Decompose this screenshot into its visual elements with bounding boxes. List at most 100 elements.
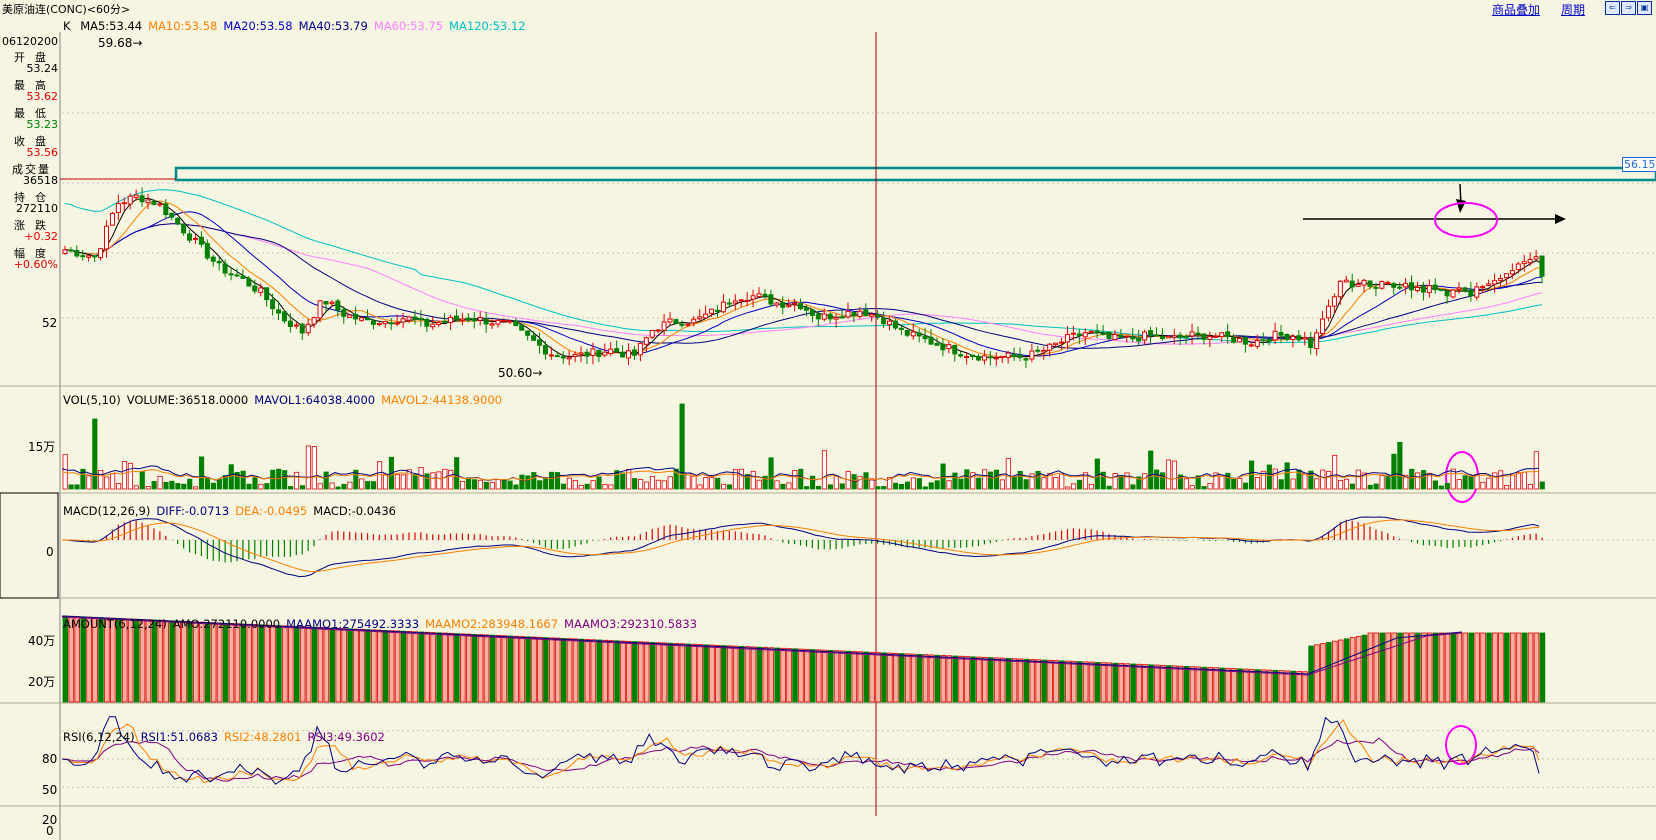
candle-body [940, 343, 946, 351]
candle-body [631, 349, 637, 356]
overlay-button[interactable]: 商品叠加 [1492, 3, 1541, 17]
amount-bar [406, 631, 413, 703]
amount-bar [673, 643, 680, 703]
rsi-legend: RSI(6,12,24) RSI1:51.0683 RSI2:48.2801 RSI3… [63, 730, 391, 744]
amount-bar [1450, 632, 1457, 703]
candle-body [596, 349, 602, 357]
amount-bar [460, 633, 466, 703]
candle-body [946, 344, 952, 350]
volume-bar [1005, 458, 1011, 490]
resistance-box [174, 166, 1656, 182]
volume-legend-item: VOL(5,10) [63, 393, 121, 407]
candle-body [1248, 344, 1254, 347]
volume-bar [424, 473, 430, 490]
amount-bar [993, 657, 1000, 703]
candle-body [892, 320, 898, 329]
amount-bar [1231, 668, 1237, 703]
candle-body [329, 301, 335, 305]
candle-body [382, 321, 388, 325]
high-price-label: 59.68→ [98, 36, 143, 50]
volume-bar [537, 480, 543, 490]
volume-bar [115, 483, 122, 490]
volume-bar [193, 486, 199, 490]
volume-bar [181, 483, 187, 490]
amount-bar [750, 646, 757, 703]
arrow-left-icon[interactable]: ⇐ [1605, 1, 1620, 15]
candle-body [1331, 296, 1337, 307]
candle-body [1130, 336, 1136, 340]
candle-body [204, 243, 210, 259]
volume-bar [827, 484, 833, 490]
candle-body [975, 355, 981, 361]
amount-bar [578, 638, 585, 703]
candle-body [1082, 332, 1088, 338]
candle-body [1183, 335, 1189, 338]
volume-bar [549, 471, 555, 490]
amount-bar [726, 645, 733, 703]
volume-bar [1320, 469, 1326, 490]
period-button[interactable]: 周期 [1561, 3, 1586, 17]
candle-body [317, 300, 323, 319]
volume-bar [1314, 478, 1320, 490]
amount-bar [798, 648, 804, 703]
amount-bar [1314, 644, 1320, 703]
volume-bar [507, 480, 513, 490]
volume-bar [234, 471, 240, 490]
volume-bar [412, 474, 418, 490]
volume-axis-label: 15万 [28, 440, 56, 454]
volume-bar [1480, 481, 1486, 490]
rsi3-line [61, 737, 1540, 782]
candle-body [353, 313, 359, 320]
candle-body [934, 342, 940, 346]
volume-bar [1088, 483, 1094, 490]
ma40-line [64, 223, 1543, 349]
volume-bar [768, 457, 774, 490]
rsi-legend-item: RSI(6,12,24) [63, 730, 135, 744]
amount-bar [1332, 640, 1338, 703]
candle-body [626, 350, 632, 359]
volume-bar [732, 469, 739, 490]
amount-bar [1284, 670, 1291, 703]
volume-bar [1533, 451, 1539, 490]
volume-bar [1094, 458, 1100, 490]
candle-body [1231, 337, 1237, 343]
volume-bar [1272, 468, 1278, 490]
volume-bar [501, 479, 507, 490]
volume-bar [786, 482, 792, 490]
amount-bar [519, 636, 525, 703]
amount-bar [1213, 667, 1219, 703]
arrow-right-icon[interactable]: ⇒ [1621, 1, 1636, 15]
amount-bar [756, 646, 763, 703]
candle-body [359, 317, 365, 321]
candle-body [1379, 280, 1385, 289]
volume-bar [869, 478, 875, 490]
volume-bar [1035, 470, 1041, 490]
candle-body [1409, 282, 1415, 291]
expand-icon[interactable]: ▣ [1637, 1, 1652, 15]
volume-bar [1426, 472, 1433, 490]
chart-area[interactable] [0, 16, 1656, 840]
candle-body [305, 323, 311, 334]
candle-body [1041, 349, 1047, 353]
amount-bar [1017, 658, 1024, 703]
volume-bar [1017, 470, 1023, 490]
amount-bar [626, 640, 632, 703]
amount-bar [721, 645, 727, 703]
candle-body [970, 354, 976, 357]
candle-body [774, 302, 780, 306]
amount-bar [1160, 664, 1166, 703]
amount-bar [845, 650, 852, 703]
amount-bar [1438, 632, 1445, 703]
candle-body [928, 336, 934, 345]
candle-body [1142, 331, 1148, 341]
volume-bar [1385, 474, 1391, 490]
amount-bar [1343, 638, 1350, 703]
volume-bar [608, 484, 614, 490]
candle-body [1059, 341, 1065, 344]
volume-bar [110, 473, 116, 490]
candle-body [1290, 335, 1296, 340]
amount-bar [549, 637, 555, 703]
volume-bar [1284, 462, 1290, 490]
amount-bar [839, 650, 846, 703]
candle-body [1397, 286, 1403, 289]
